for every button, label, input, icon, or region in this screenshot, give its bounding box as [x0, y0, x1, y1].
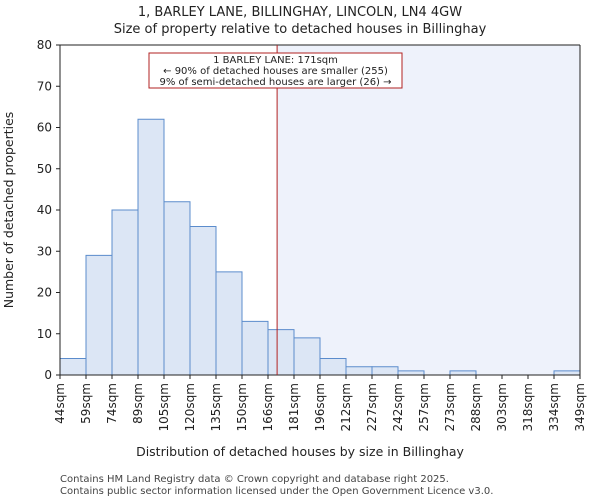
- histogram-bar: [111, 209, 139, 376]
- histogram-bar: [553, 370, 581, 376]
- x-tick-label: 105sqm: [157, 383, 171, 431]
- x-tick-label: 318sqm: [521, 383, 535, 431]
- x-tick-label: 59sqm: [79, 383, 93, 424]
- x-tick-label: 303sqm: [495, 383, 509, 431]
- chart-subtitle: Size of property relative to detached ho…: [114, 22, 487, 37]
- histogram-bar: [267, 329, 295, 376]
- histogram-bar: [397, 370, 425, 376]
- histogram-bar: [345, 366, 373, 376]
- x-tick-label: 196sqm: [313, 383, 327, 431]
- x-tick-label: 257sqm: [417, 383, 431, 431]
- y-tick-label: 20: [37, 286, 52, 300]
- histogram-bar: [241, 320, 269, 376]
- x-tick-label: 273sqm: [443, 383, 457, 431]
- y-tick-label: 70: [37, 79, 52, 93]
- chart-title: 1, BARLEY LANE, BILLINGHAY, LINCOLN, LN4…: [138, 5, 462, 20]
- annotation-line-3: 9% of semi-detached houses are larger (2…: [159, 77, 391, 88]
- y-tick-label: 50: [37, 162, 52, 176]
- x-tick-label: 212sqm: [339, 383, 353, 431]
- x-tick-label: 89sqm: [131, 383, 145, 424]
- x-tick-label: 181sqm: [287, 383, 301, 431]
- y-tick-label: 60: [37, 121, 52, 135]
- histogram-bar: [371, 366, 399, 376]
- histogram-bar: [189, 226, 217, 376]
- footer-line-1: Contains HM Land Registry data © Crown c…: [60, 474, 449, 485]
- histogram-bar: [59, 358, 87, 376]
- y-tick-label: 40: [37, 203, 52, 217]
- larger-properties-region: [277, 45, 580, 375]
- histogram-bar: [137, 118, 165, 376]
- histogram-bar: [163, 201, 191, 376]
- x-tick-label: 150sqm: [235, 383, 249, 431]
- histogram-bar: [215, 271, 243, 376]
- x-tick-label: 44sqm: [53, 383, 67, 424]
- y-tick-label: 10: [37, 327, 52, 341]
- y-tick-label: 0: [44, 368, 52, 382]
- x-tick-label: 74sqm: [105, 383, 119, 424]
- x-tick-label: 120sqm: [183, 383, 197, 431]
- x-tick-label: 334sqm: [547, 383, 561, 431]
- x-tick-label: 227sqm: [365, 383, 379, 431]
- footer-line-2: Contains public sector information licen…: [60, 486, 493, 497]
- x-axis-label: Distribution of detached houses by size …: [136, 444, 464, 459]
- x-tick-label: 288sqm: [469, 383, 483, 431]
- annotation-line-2: ← 90% of detached houses are smaller (25…: [163, 66, 388, 77]
- plot-area: 0 10 20 30 40 50 60 70 80 44sqm 59sqm 74sqm 89sqm 105…: [37, 38, 587, 431]
- x-tick-label: 349sqm: [573, 383, 587, 431]
- histogram-bar: [449, 370, 477, 376]
- histogram-bar: [319, 358, 347, 376]
- y-tick-label: 30: [37, 244, 52, 258]
- histogram-bar: [293, 337, 321, 376]
- x-tick-label: 242sqm: [391, 383, 405, 431]
- x-tick-label: 135sqm: [209, 383, 223, 431]
- annotation-box: [148, 52, 403, 89]
- annotation-line-1: 1 BARLEY LANE: 171sqm: [213, 55, 338, 66]
- y-axis-label: Number of detached properties: [1, 112, 16, 309]
- histogram-bar: [85, 254, 113, 376]
- x-tick-label: 166sqm: [261, 383, 275, 431]
- y-tick-label: 80: [37, 38, 52, 52]
